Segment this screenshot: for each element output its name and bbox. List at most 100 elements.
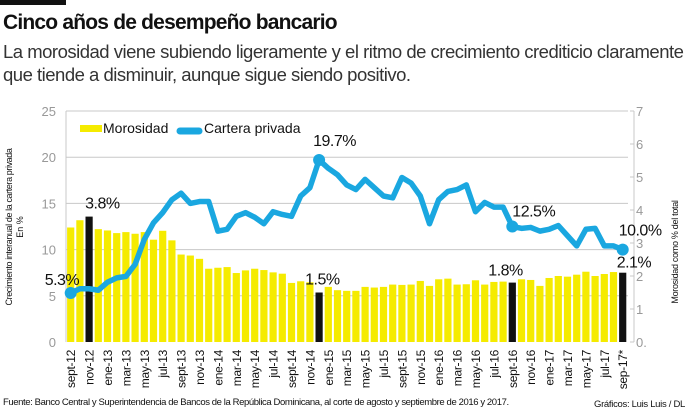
bar — [425, 285, 434, 342]
x-tick-label: ene-15 — [322, 349, 336, 385]
x-tick-label: may-13 — [138, 349, 152, 388]
x-tick-label: sep-17* — [616, 349, 630, 389]
y-left-axis-unit: En % — [15, 216, 25, 238]
y-right-axis-title: Morosidad como % del total — [670, 200, 680, 304]
x-tick-label: jul-16 — [487, 349, 501, 378]
bar — [76, 220, 84, 342]
x-tick-label: ene-16 — [432, 349, 446, 385]
bar — [260, 270, 268, 342]
line-marker — [616, 243, 629, 256]
cartera-privada-line — [67, 157, 626, 296]
y-left-tick-label: 0 — [49, 335, 56, 350]
bar — [370, 287, 378, 342]
bar — [600, 274, 608, 342]
bar — [287, 282, 296, 342]
bar — [297, 281, 305, 342]
data-label: 12.5% — [512, 204, 555, 221]
bar — [140, 232, 148, 342]
bar — [517, 279, 526, 342]
bar — [324, 286, 332, 342]
bar — [278, 273, 286, 342]
line-marker — [313, 153, 326, 166]
bar — [609, 272, 618, 342]
bar — [205, 268, 213, 342]
x-tick-label: ene-17 — [543, 349, 557, 385]
bar — [444, 278, 452, 342]
data-label: 5.3% — [45, 272, 80, 289]
x-tick-label: mar-13 — [119, 349, 133, 386]
bar — [563, 276, 572, 342]
bar — [306, 282, 314, 342]
x-tick-label: sept-13 — [175, 349, 189, 388]
bar — [333, 290, 342, 342]
decorative-top-bar — [0, 0, 66, 5]
x-tick-label: mar-17 — [561, 349, 575, 386]
x-tick-label: may-14 — [248, 349, 262, 388]
x-tick-label: sept-14 — [285, 349, 299, 388]
bar — [462, 284, 470, 342]
bar — [481, 284, 489, 342]
bar — [343, 290, 351, 342]
data-label: 19.7% — [313, 133, 356, 150]
x-tick-label: jul-14 — [267, 349, 281, 378]
bar — [214, 267, 222, 342]
bar — [545, 277, 553, 342]
bar — [223, 267, 231, 342]
bar — [168, 240, 176, 342]
bar — [389, 284, 397, 342]
x-tick-label: jul-13 — [156, 349, 170, 378]
bar — [582, 271, 590, 342]
bar — [103, 230, 112, 342]
bar — [453, 284, 461, 342]
bar — [122, 232, 130, 342]
bar — [195, 258, 204, 342]
bar — [67, 227, 75, 342]
x-tick-label: may-17 — [579, 349, 593, 388]
y-right-tick-label: 6 — [636, 137, 643, 152]
y-right-tick-label: 2 — [636, 269, 643, 284]
bar — [361, 286, 369, 342]
bar — [131, 233, 139, 342]
bar — [499, 281, 507, 342]
bar — [251, 268, 259, 342]
y-left-tick-label: 10 — [42, 243, 56, 258]
legend-label-cartera: Cartera privada — [204, 120, 301, 136]
x-tick-label: ene-14 — [211, 349, 225, 385]
bar-highlight — [508, 282, 516, 342]
x-tick-label: may-15 — [359, 349, 373, 388]
bar — [113, 233, 121, 342]
line-marker — [506, 220, 519, 233]
bar — [379, 286, 388, 342]
x-tick-label: mar-14 — [230, 349, 244, 386]
y-left-tick-label: 15 — [42, 196, 56, 211]
x-tick-label: nov-15 — [414, 349, 428, 385]
bar — [149, 239, 158, 342]
bar — [352, 290, 360, 342]
bar — [241, 270, 250, 342]
bar-highlight — [85, 216, 93, 342]
bar — [527, 279, 535, 342]
x-tick-label: ene-13 — [101, 349, 115, 385]
y-left-axis-title: Crecimiento interanual de la cartera pri… — [4, 148, 14, 305]
bar — [159, 230, 167, 342]
y-right-tick-label: 3 — [636, 236, 643, 251]
bar — [435, 279, 443, 342]
x-tick-label: jul-17 — [598, 349, 612, 378]
y-left-tick-label: 5 — [49, 289, 56, 304]
x-tick-label: sept-16 — [506, 349, 520, 388]
x-tick-label: jul-15 — [377, 349, 391, 378]
y-right-tick-label: 5 — [636, 170, 643, 185]
x-tick-label: may-16 — [469, 349, 483, 388]
x-tick-label: sept-12 — [64, 349, 78, 388]
line-marker — [64, 287, 77, 300]
y-left-tick-label: 20 — [42, 150, 56, 165]
data-label: 10.0% — [619, 223, 662, 240]
bar — [398, 284, 406, 342]
data-label: 2.1% — [617, 255, 652, 272]
bar — [94, 229, 102, 342]
bar — [591, 276, 599, 342]
x-tick-label: nov-16 — [524, 349, 538, 385]
x-tick-label: sept-15 — [395, 349, 409, 388]
bar — [186, 255, 194, 342]
